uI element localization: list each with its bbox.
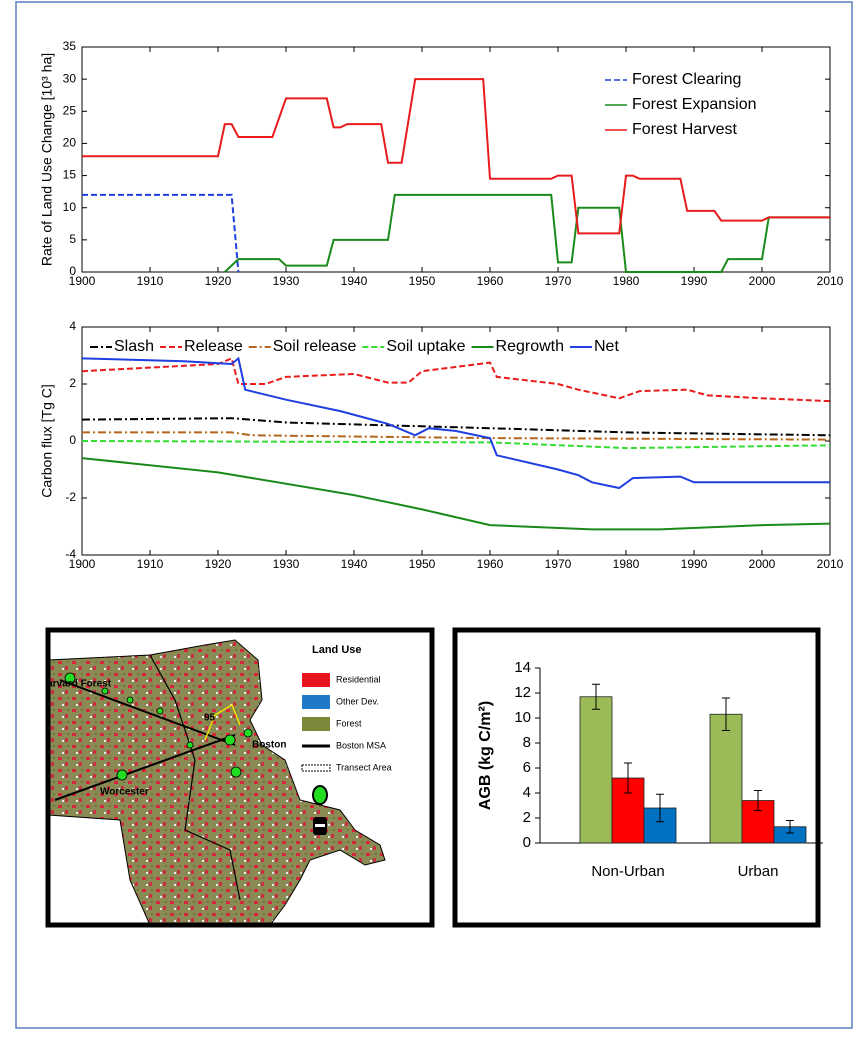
x-tick-label: 1950 <box>409 557 436 571</box>
map-label: Boston <box>252 740 286 751</box>
y-tick-label: -2 <box>65 490 76 504</box>
x-tick-label: 1970 <box>545 557 572 571</box>
legend-label: Other Dev. <box>336 696 379 706</box>
y-tick-label: 15 <box>63 168 77 182</box>
bar <box>710 714 742 843</box>
legend-swatch <box>302 673 330 687</box>
x-tick-label: 1960 <box>477 557 504 571</box>
y-tick-label: 0 <box>523 834 531 851</box>
x-tick-label: 2010 <box>817 557 844 571</box>
x-tick-label: 1990 <box>681 274 708 288</box>
legend-label: Forest Harvest <box>632 121 737 138</box>
legend-label: Soil release <box>273 338 357 355</box>
y-axis-label: AGB (kg C/m²) <box>477 701 494 810</box>
y-tick-label: 0 <box>69 264 76 278</box>
legend-label: Regrowth <box>496 338 564 355</box>
legend-label: Soil uptake <box>386 338 465 355</box>
x-tick-label: 1940 <box>341 274 368 288</box>
legend-swatch <box>302 717 330 731</box>
x-tick-label: 2000 <box>749 557 776 571</box>
y-tick-label: 5 <box>69 232 76 246</box>
map-label: 95 <box>204 713 216 724</box>
y-tick-label: 8 <box>523 734 531 751</box>
x-tick-label: 1960 <box>477 274 504 288</box>
y-tick-label: 10 <box>514 709 531 726</box>
bar-border <box>455 630 818 925</box>
legend-label: Slash <box>114 338 154 355</box>
site-marker <box>313 786 327 804</box>
y-tick-label: 2 <box>523 809 531 826</box>
y-tick-label: 6 <box>523 759 531 776</box>
x-tick-label: 1930 <box>273 274 300 288</box>
y-tick-label: 25 <box>63 103 77 117</box>
y-axis-label: Rate of Land Use Change [10³ ha] <box>39 53 55 266</box>
y-tick-label: 35 <box>63 39 77 53</box>
legend-label: Release <box>184 338 243 355</box>
legend-label: Boston MSA <box>336 740 386 750</box>
legend-label: Forest Expansion <box>632 96 757 113</box>
y-tick-label: 20 <box>63 136 77 150</box>
legend-label: Net <box>594 338 619 355</box>
x-tick-label: 1950 <box>409 274 436 288</box>
x-tick-label: 1980 <box>613 557 640 571</box>
x-tick-label: 1980 <box>613 274 640 288</box>
figure: 1900191019201930194019501960197019801990… <box>0 0 866 1040</box>
x-tick-label: 1970 <box>545 274 572 288</box>
legend-label: Residential <box>336 674 381 684</box>
x-tick-label: 2010 <box>817 274 844 288</box>
y-tick-label: 14 <box>514 659 531 676</box>
y-tick-label: 2 <box>69 376 76 390</box>
y-tick-label: 12 <box>514 684 531 701</box>
y-tick-label: 4 <box>69 319 76 333</box>
map-label: Harvard Forest <box>40 679 112 690</box>
y-tick-label: 4 <box>523 784 531 801</box>
bar <box>580 697 612 843</box>
x-tick-label: Non-Urban <box>591 863 664 880</box>
x-tick-label: Urban <box>738 863 779 880</box>
x-tick-label: 1930 <box>273 557 300 571</box>
y-tick-label: 0 <box>69 433 76 447</box>
x-tick-label: 1940 <box>341 557 368 571</box>
legend-swatch <box>302 765 330 771</box>
legend-swatch <box>302 695 330 709</box>
site-marker <box>315 824 325 827</box>
legend-label: Transect Area <box>336 762 392 772</box>
y-axis-label: Carbon flux [Tg C] <box>39 384 55 498</box>
map-legend-title: Land Use <box>312 644 362 656</box>
x-tick-label: 1910 <box>137 557 164 571</box>
x-tick-label: 2000 <box>749 274 776 288</box>
x-tick-label: 1990 <box>681 557 708 571</box>
map-label: Worcester <box>100 787 149 798</box>
x-tick-label: 1920 <box>205 557 232 571</box>
legend-label: Forest <box>336 718 362 728</box>
y-tick-label: -4 <box>65 547 76 561</box>
x-tick-label: 1910 <box>137 274 164 288</box>
y-tick-label: 30 <box>63 71 77 85</box>
x-tick-label: 1920 <box>205 274 232 288</box>
legend-label: Forest Clearing <box>632 71 741 88</box>
y-tick-label: 10 <box>63 200 77 214</box>
